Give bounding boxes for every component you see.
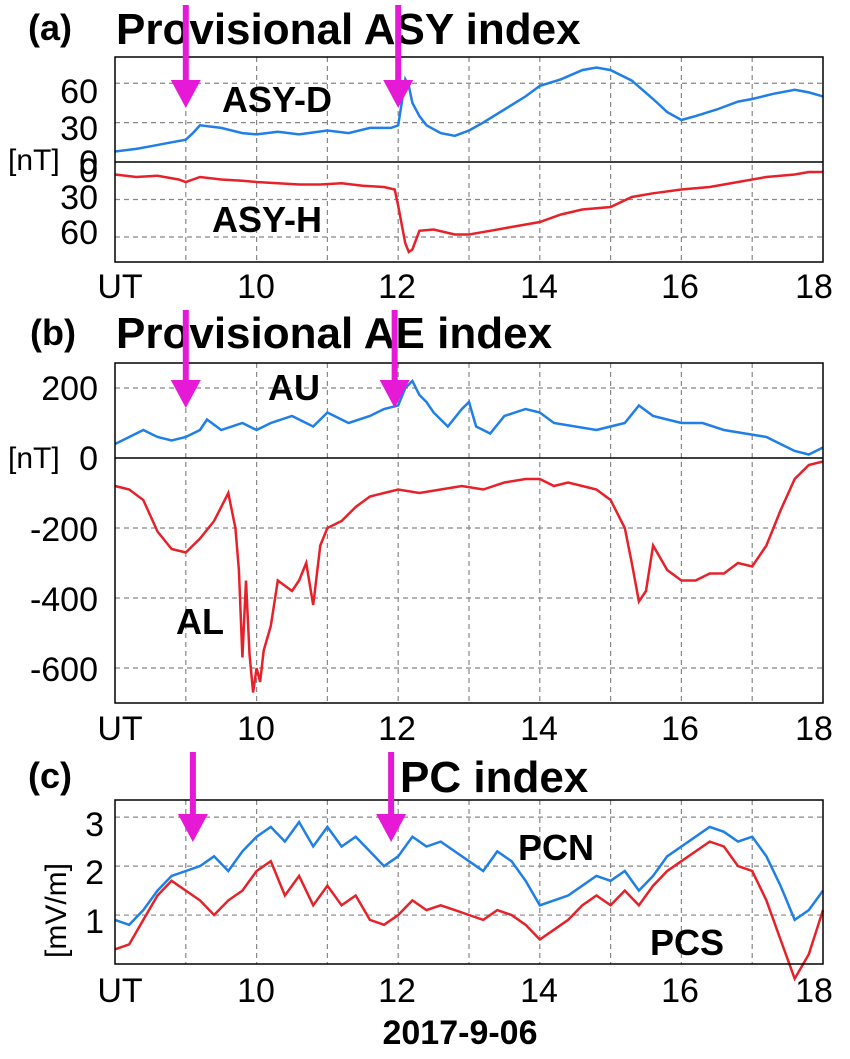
asy-d-label: ASY-D (222, 79, 332, 120)
panel-b: (b) Provisional AE index 200 [nT] 0 -200… (8, 309, 833, 748)
panel-a-xtick-16: 16 (661, 268, 699, 306)
panel-c-xtick-14: 14 (520, 972, 558, 1010)
panel-a-upper-ytick-30: 30 (60, 110, 98, 148)
panel-a-lower-ytick-30: 30 (60, 179, 98, 217)
panel-b-tag: (b) (30, 312, 76, 353)
panel-b-frame (114, 362, 824, 704)
panel-c-ylabel: [mV/m] (40, 863, 73, 958)
au-series-line (114, 378, 824, 456)
panel-b-ytick-neg200: -200 (30, 511, 98, 549)
panel-b-xtick-14: 14 (520, 710, 558, 748)
panel-c-xtick-12: 12 (378, 972, 416, 1010)
panel-b-grid (115, 363, 823, 703)
panel-b-title: Provisional AE index (116, 309, 553, 358)
panel-c-xtick-ut: UT (97, 972, 142, 1010)
panel-a-unit-label: [nT] (8, 144, 60, 177)
panel-a-xtick-ut: UT (97, 268, 142, 306)
panel-a: (a) Provisional ASY index 60 30 0 [nT] 0… (8, 5, 833, 306)
pcn-label: PCN (518, 827, 594, 868)
panel-b-xtick-10: 10 (237, 710, 275, 748)
al-series-line (114, 460, 824, 693)
panel-c: (c) PC index 3 2 1 [mV/m] PCN PCS UT 10 … (28, 753, 833, 1052)
panel-c-xtick-18: 18 (795, 972, 833, 1010)
pcs-series-line (114, 840, 825, 982)
asy-h-label: ASY-H (212, 199, 322, 240)
panel-c-ytick-1: 1 (85, 903, 104, 941)
event-arrow-head (170, 80, 201, 108)
event-arrow-head (177, 814, 208, 842)
event-arrow-head (383, 80, 414, 108)
event-arrow-head (376, 814, 407, 842)
au-label: AU (268, 367, 320, 408)
panel-c-ytick-2: 2 (85, 854, 104, 892)
asy-d-series-line (114, 66, 824, 153)
asy-h-series-line (114, 170, 823, 254)
panel-a-tag: (a) (28, 7, 72, 48)
event-arrow-head (170, 380, 201, 408)
date-label: 2017-9-06 (382, 1014, 537, 1052)
panel-b-ytick-neg400: -400 (30, 581, 98, 619)
panel-a-lower-ytick-60: 60 (60, 214, 98, 252)
panel-a-xtick-10: 10 (237, 268, 275, 306)
panel-b-ytick-0: 0 (79, 440, 98, 478)
panel-a-xtick-18: 18 (795, 268, 833, 306)
al-label: AL (176, 601, 224, 642)
panel-c-ytick-3: 3 (85, 806, 104, 844)
panel-a-frame (114, 56, 824, 263)
panel-b-xtick-12: 12 (378, 710, 416, 748)
panel-c-xtick-16: 16 (661, 972, 699, 1010)
panel-a-grid (115, 57, 823, 262)
panel-a-title: Provisional ASY index (116, 5, 581, 54)
event-arrows (170, 5, 414, 842)
panel-b-ytick-neg600: -600 (30, 651, 98, 689)
panel-b-xtick-ut: UT (97, 710, 142, 748)
panel-b-xtick-18: 18 (795, 710, 833, 748)
panel-a-upper-ytick-60: 60 (60, 73, 98, 111)
pcs-label: PCS (650, 922, 724, 963)
panel-a-xtick-12: 12 (378, 268, 416, 306)
panel-c-tag: (c) (28, 755, 72, 796)
panel-c-frame (114, 799, 824, 965)
panel-a-lower-ytick-0: 0 (79, 152, 98, 190)
panel-c-title: PC index (400, 753, 589, 802)
panel-b-xtick-16: 16 (661, 710, 699, 748)
panel-c-xtick-10: 10 (237, 972, 275, 1010)
pcn-series-line (114, 819, 825, 927)
panel-a-upper-ytick-0: 0 (79, 144, 98, 182)
panel-b-ytick-200: 200 (41, 370, 98, 408)
event-arrow-head (379, 380, 410, 408)
panel-b-unit-label: [nT] (8, 442, 60, 475)
panel-a-xtick-14: 14 (520, 268, 558, 306)
